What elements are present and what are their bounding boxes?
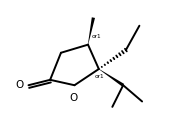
Text: or1: or1 bbox=[95, 74, 104, 79]
Polygon shape bbox=[99, 69, 124, 87]
Polygon shape bbox=[88, 17, 95, 45]
Text: O: O bbox=[15, 80, 24, 90]
Text: O: O bbox=[69, 93, 77, 103]
Text: or1: or1 bbox=[92, 34, 102, 39]
